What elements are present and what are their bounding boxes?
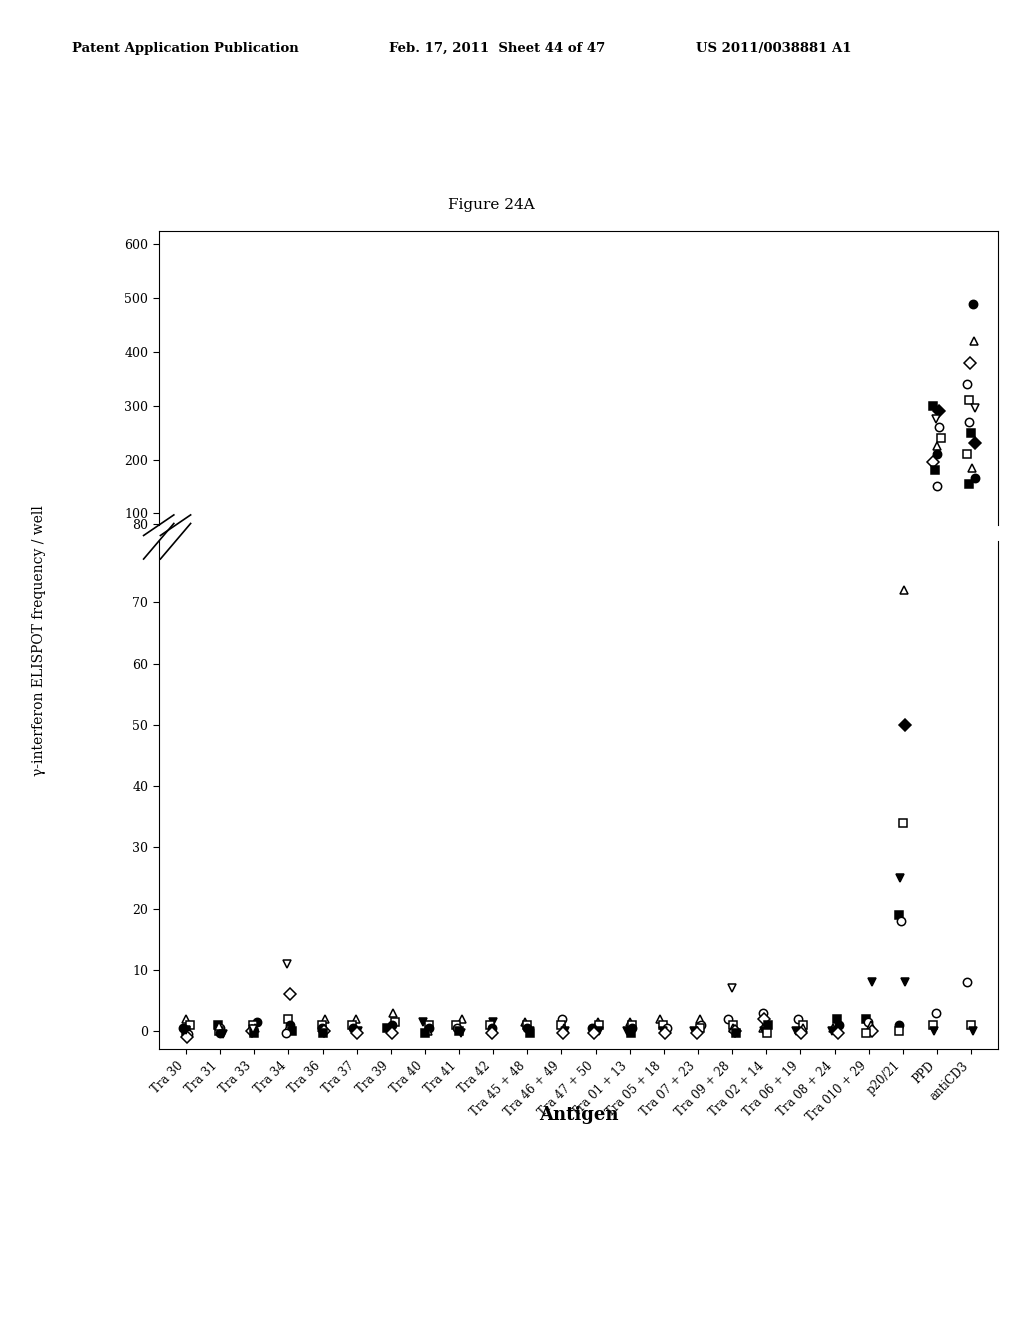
Text: Patent Application Publication: Patent Application Publication (72, 42, 298, 55)
Text: US 2011/0038881 A1: US 2011/0038881 A1 (696, 42, 852, 55)
Text: γ-interferon ELISPOT frequency / well: γ-interferon ELISPOT frequency / well (32, 504, 46, 776)
Text: Feb. 17, 2011  Sheet 44 of 47: Feb. 17, 2011 Sheet 44 of 47 (389, 42, 605, 55)
Text: Figure 24A: Figure 24A (449, 198, 535, 211)
Text: Antigen: Antigen (539, 1106, 618, 1125)
